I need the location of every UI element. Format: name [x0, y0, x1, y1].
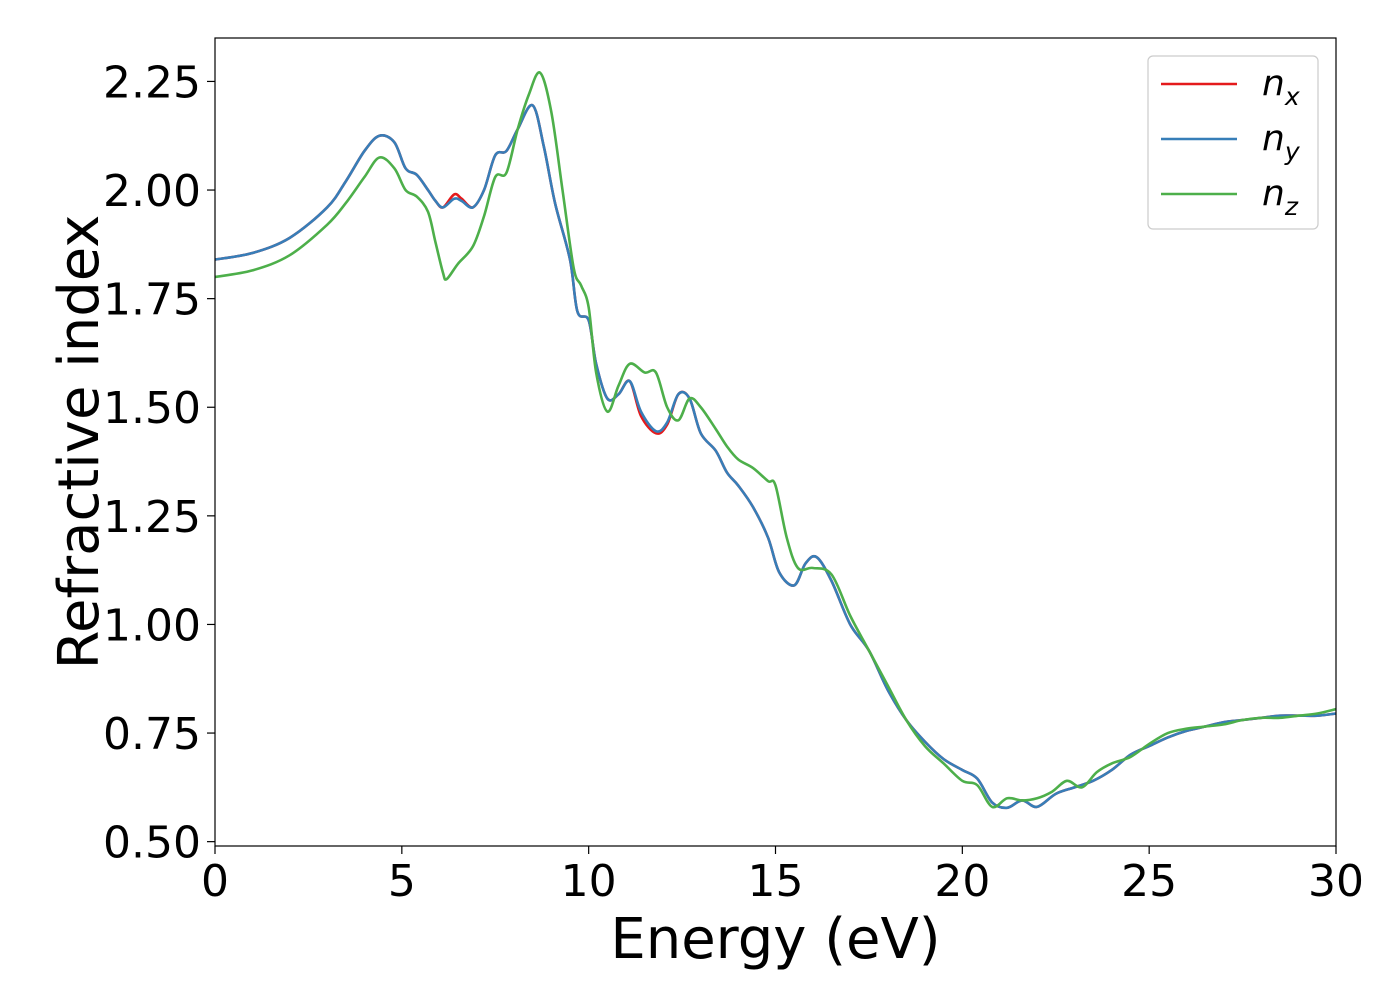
x-tick-label: 0 — [201, 856, 229, 907]
series-line-z — [215, 71, 1336, 809]
x-tick-label: 5 — [388, 856, 416, 907]
y-axis-label: Refractive index — [47, 215, 112, 670]
legend: nx ny nz — [1147, 55, 1319, 230]
y-tick-label: 0.50 — [103, 818, 201, 869]
y-tick-label: 2.25 — [103, 57, 201, 108]
y-tick-label: 1.75 — [103, 275, 201, 326]
y-tick-label: 1.50 — [103, 383, 201, 434]
series-line-y — [215, 103, 1336, 810]
x-tick-label: 20 — [934, 856, 990, 907]
legend-label-y: ny — [1262, 118, 1301, 166]
legend-label-z: nz — [1262, 173, 1299, 221]
y-tick-label: 1.00 — [103, 600, 201, 651]
series-lines — [215, 71, 1336, 810]
legend-box — [1147, 55, 1319, 230]
x-tick-label: 10 — [561, 856, 617, 907]
y-tick-label: 0.75 — [103, 709, 201, 760]
y-tick-label: 1.25 — [103, 492, 201, 543]
axis-ticks: 0 5 10 15 20 25 30 0.50 0.75 1.00 1.25 1.50 1.75 2.00… — [103, 57, 1364, 907]
x-tick-label: 25 — [1121, 856, 1177, 907]
y-tick-label: 2.00 — [103, 166, 201, 217]
legend-label-x: nx — [1262, 63, 1300, 111]
x-tick-label: 15 — [748, 856, 804, 907]
x-tick-label: 30 — [1308, 856, 1364, 907]
x-axis-label: Energy (eV) — [610, 907, 940, 972]
